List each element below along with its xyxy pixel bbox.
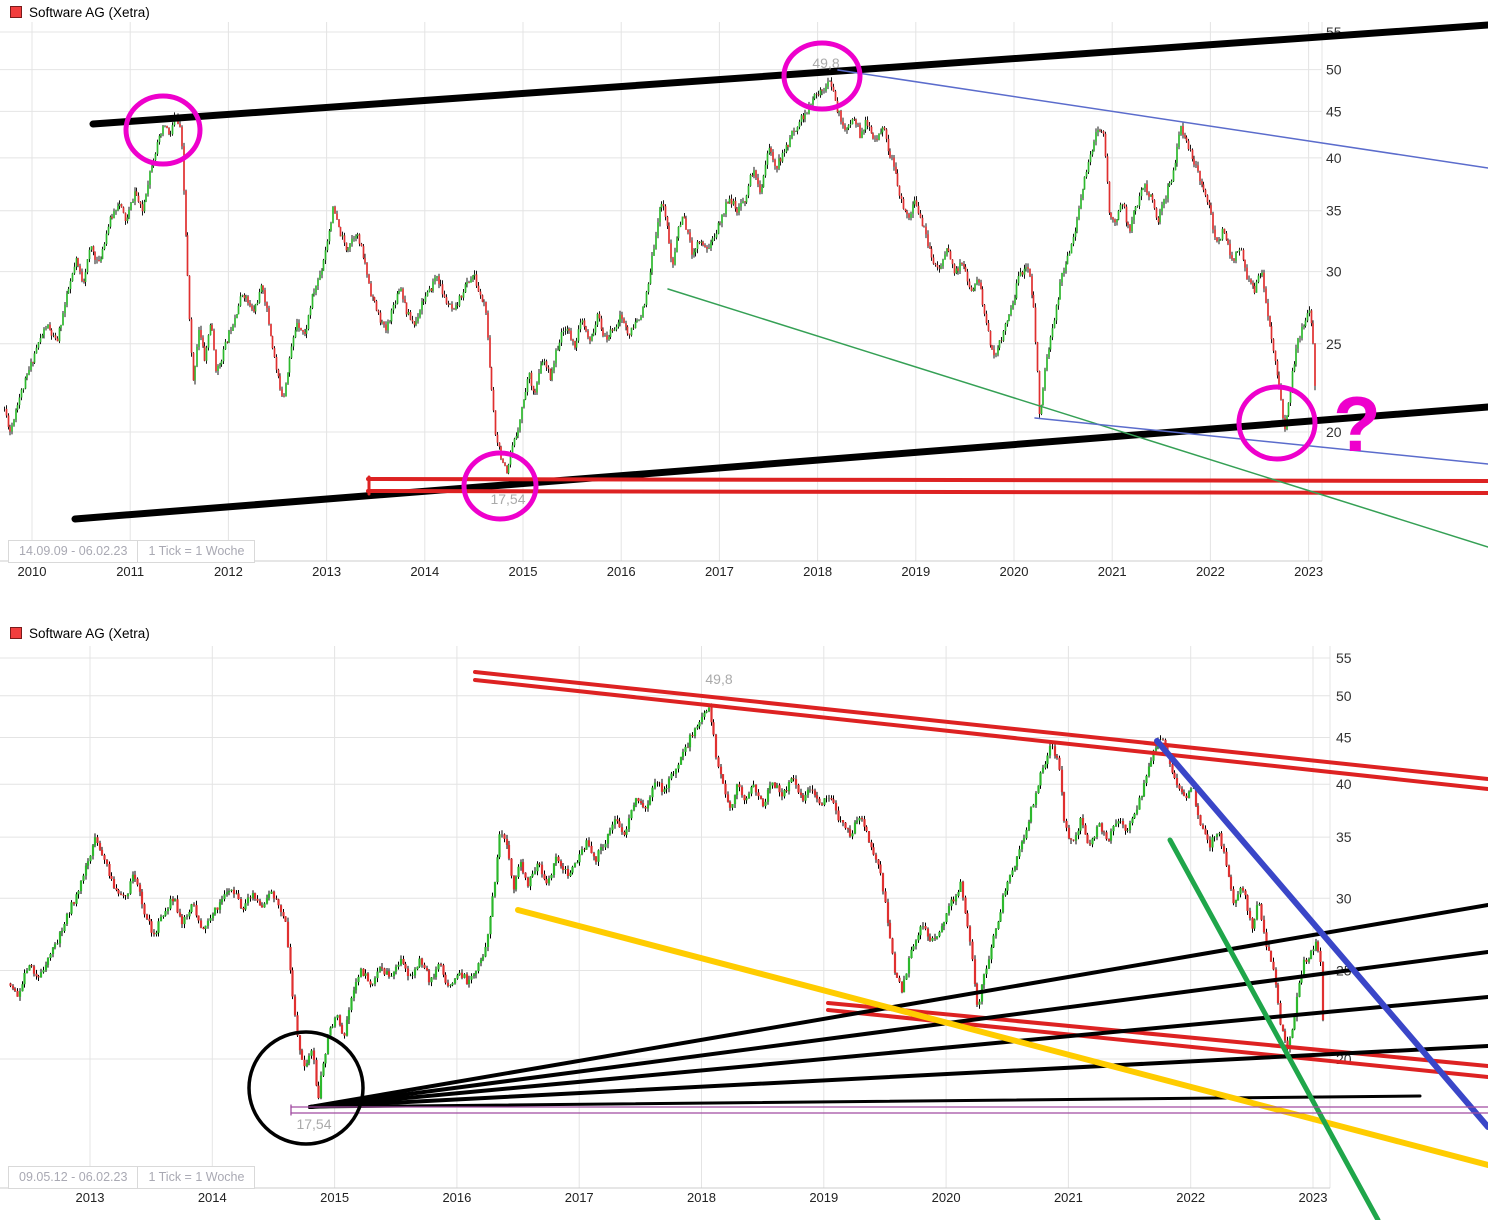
trendline-blue-descending-right bbox=[1034, 417, 1488, 465]
downtrend-channel-red-upper-1 bbox=[473, 670, 1488, 781]
price-channel-red-bottom bbox=[366, 489, 1488, 495]
peak-price-label: 49,8 bbox=[705, 671, 732, 687]
x-tick-label: 2016 bbox=[607, 564, 636, 579]
trendline-green-descending bbox=[667, 288, 1488, 548]
weekly-2009-2023: 2010 2011 2012 2013 2014 2015 2016 2017 2018 2019… bbox=[0, 21, 1488, 579]
highlight-circle-2011-peak bbox=[123, 93, 203, 167]
trendline-blue-from-2018-peak bbox=[837, 69, 1488, 169]
x-tick-label: 2015 bbox=[509, 564, 538, 579]
y-tick-label: 50 bbox=[1336, 688, 1352, 704]
x-tick-label: 2018 bbox=[687, 1190, 716, 1205]
y-tick-label: 40 bbox=[1336, 776, 1352, 792]
y-tick-label: 35 bbox=[1326, 203, 1342, 219]
y-tick-label: 30 bbox=[1326, 264, 1342, 280]
y-tick-label: 50 bbox=[1326, 62, 1342, 78]
x-tick-label: 2010 bbox=[18, 564, 47, 579]
chart-footer-top: 14.09.09 - 06.02.23 1 Tick = 1 Woche bbox=[8, 540, 256, 563]
fan-line-1-black bbox=[308, 903, 1488, 1109]
x-tick-label: 2019 bbox=[901, 564, 930, 579]
candle-bodies-up bbox=[11, 81, 1311, 474]
y-tick-label: 45 bbox=[1326, 103, 1342, 119]
x-tick-label: 2022 bbox=[1176, 1190, 1205, 1205]
x-tick-label: 2020 bbox=[1000, 564, 1029, 579]
x-tick-label: 2017 bbox=[705, 564, 734, 579]
downtrend-channel-red-lower-1 bbox=[826, 1001, 1488, 1068]
candle-bodies-down bbox=[5, 81, 1316, 474]
low-price-label: 17,54 bbox=[490, 491, 525, 507]
fan-line-4-black bbox=[308, 1044, 1488, 1109]
trendline-resistance-upper-black bbox=[89, 21, 1488, 128]
trendline-support-lower-black bbox=[71, 403, 1488, 523]
chart-title-top: Software AG (Xetra) bbox=[29, 4, 150, 20]
chart-header-top: Software AG (Xetra) bbox=[10, 3, 150, 21]
chart-footer-bottom: 09.05.12 - 06.02.23 1 Tick = 1 Woche bbox=[8, 1166, 256, 1189]
highlight-circle-2022-low bbox=[1236, 384, 1318, 462]
low-price-label: 17,54 bbox=[296, 1116, 331, 1132]
weekly-2012-2023: 2013 2014 2015 2016 2017 2018 2019 2020 2021 2022… bbox=[0, 646, 1488, 1220]
x-tick-label: 2021 bbox=[1098, 564, 1127, 579]
x-tick-label: 2013 bbox=[312, 564, 341, 579]
fan-line-3-black bbox=[308, 995, 1488, 1109]
trendline-yellow-descending bbox=[515, 907, 1488, 1168]
axis-labels: 2010 2011 2012 2013 2014 2015 2016 2017 2018 2019… bbox=[18, 24, 1342, 579]
fan-line-2-black bbox=[308, 950, 1488, 1109]
x-tick-label: 2015 bbox=[320, 1190, 349, 1205]
x-tick-label: 2022 bbox=[1196, 564, 1225, 579]
x-tick-label: 2016 bbox=[442, 1190, 471, 1205]
y-tick-label: 20 bbox=[1326, 424, 1342, 440]
x-tick-label: 2014 bbox=[198, 1190, 227, 1205]
x-tick-label: 2018 bbox=[803, 564, 832, 579]
x-tick-label: 2020 bbox=[932, 1190, 961, 1205]
tick-interval-label: 1 Tick = 1 Woche bbox=[138, 1166, 256, 1189]
price-channel-red-top bbox=[366, 477, 1488, 483]
highlight-circle-2014-low bbox=[461, 450, 539, 522]
date-range-label: 09.05.12 - 06.02.23 bbox=[8, 1166, 139, 1189]
peak-price-label: 49,8 bbox=[812, 55, 839, 71]
x-tick-label: 2013 bbox=[76, 1190, 105, 1205]
x-tick-label: 2017 bbox=[565, 1190, 594, 1205]
x-tick-label: 2019 bbox=[809, 1190, 838, 1205]
legend-marker-icon bbox=[10, 627, 22, 639]
x-tick-label: 2012 bbox=[214, 564, 243, 579]
legend-marker-icon bbox=[10, 6, 22, 18]
y-tick-label: 35 bbox=[1336, 829, 1352, 845]
date-range-label: 14.09.09 - 06.02.23 bbox=[8, 540, 139, 563]
overlays: 49,8 17,54? bbox=[71, 21, 1488, 548]
x-tick-label: 2023 bbox=[1294, 564, 1323, 579]
x-tick-label: 2021 bbox=[1054, 1190, 1083, 1205]
x-tick-label: 2011 bbox=[116, 564, 144, 579]
tick-interval-label: 1 Tick = 1 Woche bbox=[138, 540, 256, 563]
candle-bodies-up bbox=[18, 707, 1318, 1099]
trendline-green-steep-descending bbox=[1167, 837, 1381, 1220]
trendline-blue-steep-descending bbox=[1154, 738, 1488, 1130]
downtrend-channel-red-upper-2 bbox=[473, 678, 1488, 791]
chart-header-bottom: Software AG (Xetra) bbox=[10, 624, 150, 642]
x-tick-label: 2014 bbox=[410, 564, 439, 579]
overlays: 49,8 17,54 bbox=[247, 670, 1488, 1220]
y-tick-label: 25 bbox=[1326, 336, 1342, 352]
chart-title-bottom: Software AG (Xetra) bbox=[29, 625, 150, 641]
highlight-circle-2014-low bbox=[247, 1030, 365, 1146]
highlight-circle-2018-peak bbox=[781, 40, 863, 112]
y-tick-label: 30 bbox=[1336, 890, 1352, 906]
question-mark-annotation: ? bbox=[1333, 380, 1381, 468]
y-tick-label: 40 bbox=[1326, 150, 1342, 166]
x-tick-label: 2023 bbox=[1299, 1190, 1328, 1205]
y-tick-label: 55 bbox=[1336, 650, 1352, 666]
y-tick-label: 45 bbox=[1336, 730, 1352, 746]
candle-bodies-down bbox=[9, 707, 1325, 1099]
